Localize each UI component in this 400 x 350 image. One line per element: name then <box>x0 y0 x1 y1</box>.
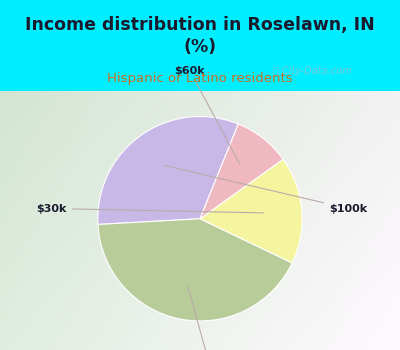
Wedge shape <box>98 117 238 224</box>
Wedge shape <box>200 124 283 219</box>
Text: Hispanic or Latino residents: Hispanic or Latino residents <box>107 72 293 85</box>
Wedge shape <box>98 219 292 321</box>
Text: $30k: $30k <box>37 204 263 214</box>
Text: ⓘ City-Data.com: ⓘ City-Data.com <box>273 65 352 76</box>
Wedge shape <box>200 159 302 263</box>
Text: $60k: $60k <box>174 65 240 164</box>
Text: $100k: $100k <box>164 165 367 214</box>
Text: $10k: $10k <box>188 287 226 350</box>
Text: Income distribution in Roselawn, IN
(%): Income distribution in Roselawn, IN (%) <box>25 16 375 56</box>
